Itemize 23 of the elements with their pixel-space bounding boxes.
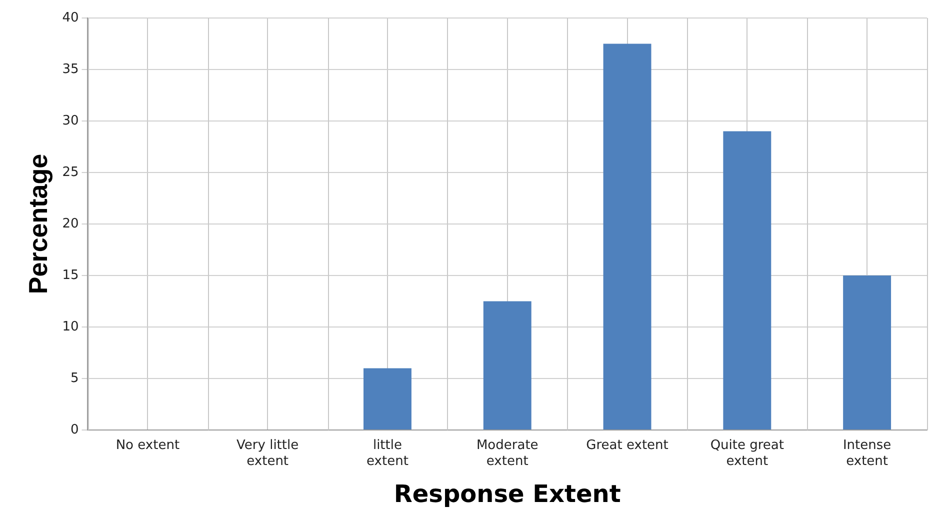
x-tick-label: Moderate extent xyxy=(476,438,538,469)
x-tick-label: Very little extent xyxy=(236,438,299,469)
x-axis-title: Response Extent xyxy=(394,480,621,508)
bar xyxy=(723,131,772,430)
x-tick-label: little extent xyxy=(366,438,408,469)
x-tick-label: Quite great extent xyxy=(710,438,784,469)
y-tick-label: 15 xyxy=(62,268,79,283)
y-tick-label: 20 xyxy=(62,216,79,232)
bar xyxy=(483,301,532,430)
y-tick-label: 30 xyxy=(62,113,79,128)
y-tick-label: 35 xyxy=(62,62,79,77)
y-tick-label: 5 xyxy=(70,370,79,386)
bar xyxy=(364,368,412,430)
y-tick-label: 40 xyxy=(62,10,79,26)
x-tick-label: Great extent xyxy=(586,438,668,454)
y-axis-title: Percentage xyxy=(22,154,53,294)
bar xyxy=(843,276,892,430)
bar xyxy=(603,44,652,430)
y-tick-label: 25 xyxy=(62,164,79,180)
y-tick-label: 0 xyxy=(70,422,79,438)
y-tick-label: 10 xyxy=(62,319,79,334)
x-tick-label: No extent xyxy=(116,438,180,454)
x-tick-label: Intense extent xyxy=(842,438,892,469)
